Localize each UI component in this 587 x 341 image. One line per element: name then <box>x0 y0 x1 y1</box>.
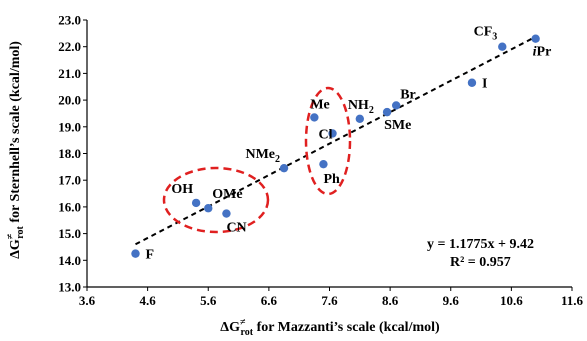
highlight-ellipse-oxygen-group <box>162 166 270 234</box>
highlight-layer <box>162 86 352 234</box>
data-point <box>319 159 328 169</box>
x-tick-label: 5.6 <box>200 293 217 308</box>
point-label: Me <box>310 97 329 112</box>
data-point <box>498 42 507 51</box>
point-labels: F OH OMe CN NMe2 Me Ph Cl NH2 SMe Br I CF3 iPr <box>146 25 552 263</box>
x-tick-label: 6.6 <box>261 293 278 308</box>
point-label: CN <box>226 221 246 236</box>
x-tick-label: 3.6 <box>79 293 96 308</box>
data-point <box>310 113 319 122</box>
y-axis-title: ΔG≠rot for Sternhell’s scale (kcal/mol) <box>5 41 26 259</box>
point-label: OH <box>171 182 193 197</box>
x-tick-label: 9.6 <box>443 293 460 308</box>
x-tick-label: 11.6 <box>561 293 584 308</box>
data-point <box>279 163 289 173</box>
data-point <box>191 198 201 208</box>
point-label: Ph <box>323 172 340 187</box>
y-tick-label: 23.0 <box>58 13 81 28</box>
data-point <box>382 107 392 117</box>
regression-equation: y = 1.1775x + 9.42 <box>427 237 534 252</box>
point-label: iPr <box>533 45 552 60</box>
data-point <box>467 78 477 87</box>
tick-labels: 3.6 4.6 5.6 6.6 7.6 8.6 9.6 10.6 11.6 13.0 14.0 15.… <box>58 13 583 309</box>
y-tick-label: 19.0 <box>58 119 81 134</box>
data-points <box>131 34 540 258</box>
x-tick-label: 7.6 <box>321 293 338 308</box>
y-tick-label: 16.0 <box>58 199 81 214</box>
data-point <box>328 129 337 138</box>
x-tick-label: 8.6 <box>382 293 399 308</box>
trendline <box>135 35 537 246</box>
data-point <box>204 204 213 213</box>
point-label: F <box>146 248 155 263</box>
y-tick-label: 20.0 <box>58 93 81 108</box>
point-label: NMe2 <box>245 147 280 165</box>
trendline-layer <box>135 35 537 246</box>
x-tick-label: 10.6 <box>500 293 523 308</box>
point-label: Br <box>400 87 416 102</box>
x-tick-label: 4.6 <box>140 293 157 308</box>
data-point <box>222 209 231 218</box>
y-tick-label: 18.0 <box>58 146 81 161</box>
highlight-ellipse-me-ph-group <box>304 86 352 196</box>
data-point <box>391 101 401 110</box>
point-label: SMe <box>384 118 411 133</box>
point-label: OMe <box>212 187 242 202</box>
y-tick-label: 22.0 <box>58 39 81 54</box>
data-point <box>131 249 140 258</box>
y-tick-label: 14.0 <box>58 253 81 268</box>
point-label: NH2 <box>348 98 374 116</box>
data-point <box>531 34 540 43</box>
y-tick-label: 15.0 <box>58 226 81 241</box>
y-tick-label: 13.0 <box>58 280 81 295</box>
point-label: Cl <box>319 127 333 142</box>
x-axis-title: ΔG≠ rot for Mazzanti’s scale (kcal/mol) <box>220 317 440 338</box>
point-label: CF3 <box>474 25 498 43</box>
r-squared: R² = 0.957 <box>450 255 511 270</box>
y-tick-label: 21.0 <box>58 66 81 81</box>
point-label: I <box>482 77 487 92</box>
data-point <box>355 114 365 123</box>
y-tick-label: 17.0 <box>58 173 81 188</box>
